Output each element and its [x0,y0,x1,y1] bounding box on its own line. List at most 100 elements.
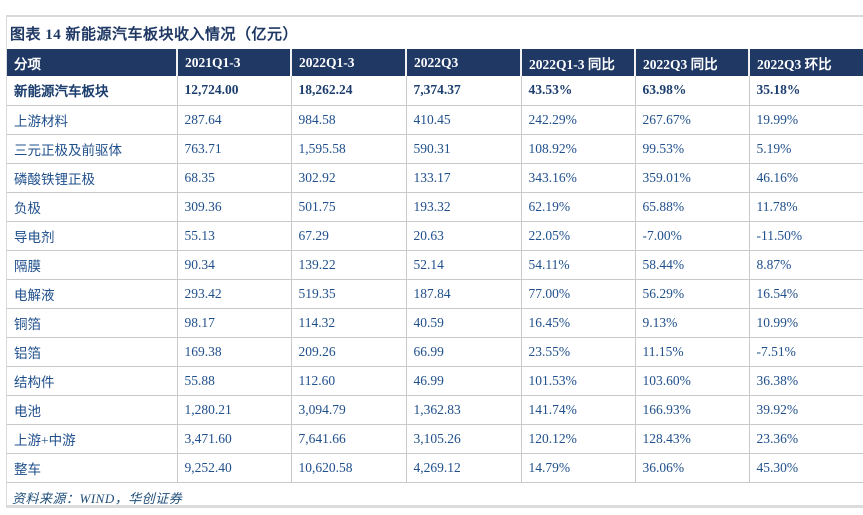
table-cell: 410.45 [405,105,522,135]
table-cell: 343.16% [520,163,636,193]
table-cell: 1,362.83 [405,395,522,425]
table-cell: 55.13 [176,221,292,251]
table-row-10: 结构件 55.88 112.60 46.99 101.53% 103.60% 36.38% [7,366,863,396]
table-row-3: 磷酸铁锂正极 68.35 302.92 133.17 343.16% 359.01% 46.… [7,163,863,193]
table-cell: 193.32 [405,192,522,222]
table-cell: 52.14 [405,250,522,280]
column-header-6: 2022Q3 环比 [748,49,863,76]
column-header-0: 分项 [7,49,177,76]
row-label: 上游材料 [7,105,178,135]
table-cell: 66.99 [405,337,522,367]
table-cell: 242.29% [520,105,636,135]
table-cell: -7.00% [634,221,750,251]
table-cell: 7,374.37 [405,76,522,106]
table-cell: 22.05% [520,221,636,251]
table-cell: 763.71 [176,134,292,164]
table-cell: 10,620.58 [290,453,407,483]
table-row-1: 上游材料 287.64 984.58 410.45 242.29% 267.67% 19.9… [7,105,863,135]
table-row-11: 电池 1,280.21 3,094.79 1,362.83 141.74% 166.93%… [7,395,863,425]
table-cell: 11.78% [748,192,863,222]
column-header-4: 2022Q1-3 同比 [520,49,635,76]
table-cell: 108.92% [520,134,636,164]
table-cell: -7.51% [748,337,863,367]
table-cell: 63.98% [634,76,750,106]
table-row-4: 负极 309.36 501.75 193.32 62.19% 65.88% 11.78% [7,192,863,222]
table-cell: 39.92% [748,395,863,425]
table-cell: -11.50% [748,221,863,251]
table-cell: 519.35 [290,279,407,309]
table-cell: 36.38% [748,366,863,396]
row-label: 负极 [7,192,178,222]
table-cell: 8.87% [748,250,863,280]
table-body: 新能源汽车板块 12,724.00 18,262.24 7,374.37 43.53% 6… [7,76,863,483]
table-cell: 3,105.26 [405,424,522,454]
table-cell: 267.67% [634,105,750,135]
row-label: 整车 [7,453,178,483]
table-row-12: 上游+中游 3,471.60 7,641.66 3,105.26 120.12% 128.… [7,424,863,454]
table-cell: 14.79% [520,453,636,483]
table-cell: 12,724.00 [176,76,292,106]
column-header-2: 2022Q1-3 [290,49,406,76]
table-cell: 16.45% [520,308,636,338]
figure-source: 资料来源：WIND，华创证券 [12,490,183,506]
table-cell: 293.42 [176,279,292,309]
table-row-9: 铝箔 169.38 209.26 66.99 23.55% 11.15% -7.51% [7,337,863,367]
row-label: 上游+中游 [7,424,178,454]
table-cell: 1,280.21 [176,395,292,425]
table-cell: 984.58 [290,105,407,135]
table-cell: 590.31 [405,134,522,164]
row-label: 电池 [7,395,178,425]
table-cell: 18,262.24 [290,76,407,106]
table-cell: 99.53% [634,134,750,164]
table-cell: 16.54% [748,279,863,309]
table-cell: 112.60 [290,366,407,396]
table-cell: 43.53% [520,76,636,106]
table-cell: 302.92 [290,163,407,193]
table-row-6: 隔膜 90.34 139.22 52.14 54.11% 58.44% 8.87% [7,250,863,280]
table-cell: 101.53% [520,366,636,396]
table-cell: 65.88% [634,192,750,222]
table-cell: 7,641.66 [290,424,407,454]
row-label: 电解液 [7,279,178,309]
table-cell: 287.64 [176,105,292,135]
table-cell: 40.59 [405,308,522,338]
table-cell: 77.00% [520,279,636,309]
table-cell: 359.01% [634,163,750,193]
table-cell: 166.93% [634,395,750,425]
table-cell: 309.36 [176,192,292,222]
table-row-7: 电解液 293.42 519.35 187.84 77.00% 56.29% 16.54% [7,279,863,309]
table-cell: 103.60% [634,366,750,396]
column-header-1: 2021Q1-3 [176,49,291,76]
table-cell: 139.22 [290,250,407,280]
header-row: 分项 2021Q1-3 2022Q1-3 2022Q3 2022Q1-3 同比 2022Q… [7,49,863,76]
row-label: 磷酸铁锂正极 [7,163,178,193]
table-row-2: 三元正极及前驱体 763.71 1,595.58 590.31 108.92% 99.53… [7,134,863,164]
row-label: 铝箔 [7,337,178,367]
table-row-8: 铜箔 98.17 114.32 40.59 16.45% 9.13% 10.99% [7,308,863,338]
figure-title: 图表 14 新能源汽车板块收入情况（亿元） [10,27,299,43]
table-cell: 3,471.60 [176,424,292,454]
table-cell: 62.19% [520,192,636,222]
table-cell: 9.13% [634,308,750,338]
table-cell: 209.26 [290,337,407,367]
table-cell: 46.99 [405,366,522,396]
table-cell: 20.63 [405,221,522,251]
row-label: 隔膜 [7,250,178,280]
table-cell: 54.11% [520,250,636,280]
table-row-0: 新能源汽车板块 12,724.00 18,262.24 7,374.37 43.53% 6… [7,76,863,106]
table-cell: 90.34 [176,250,292,280]
table-cell: 58.44% [634,250,750,280]
table-cell: 98.17 [176,308,292,338]
table-cell: 128.43% [634,424,750,454]
table-cell: 19.99% [748,105,863,135]
column-header-3: 2022Q3 [405,49,521,76]
table-cell: 187.84 [405,279,522,309]
table-cell: 46.16% [748,163,863,193]
table-row-13: 整车 9,252.40 10,620.58 4,269.12 14.79% 36.06% 4… [7,453,863,483]
table-cell: 169.38 [176,337,292,367]
table-cell: 10.99% [748,308,863,338]
table-cell: 45.30% [748,453,863,483]
row-label: 导电剂 [7,221,178,251]
row-label: 三元正极及前驱体 [7,134,178,164]
table-cell: 23.36% [748,424,863,454]
